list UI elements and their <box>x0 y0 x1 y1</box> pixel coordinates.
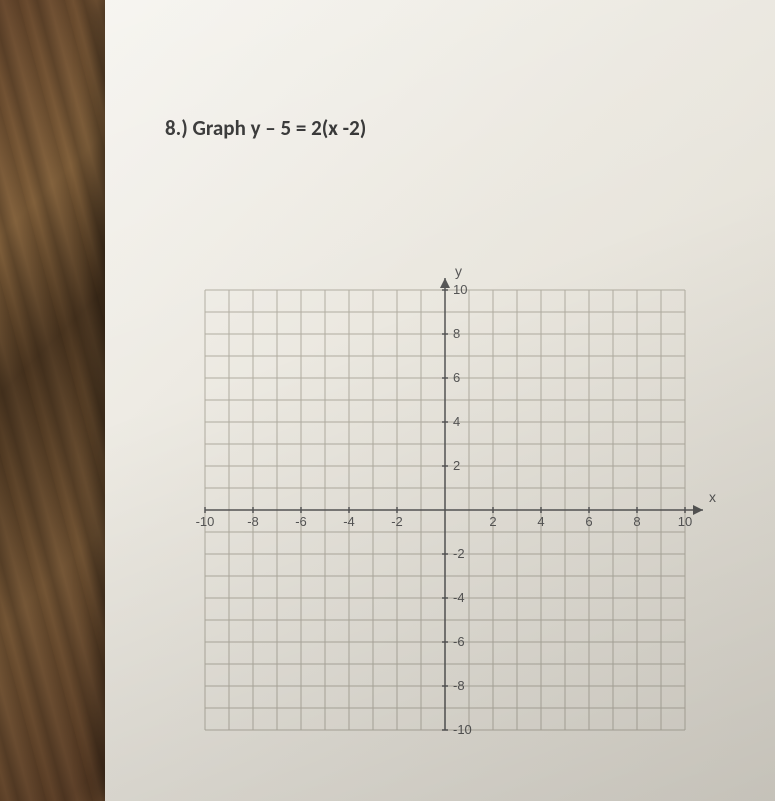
svg-text:-2: -2 <box>453 546 465 561</box>
svg-text:8: 8 <box>453 326 460 341</box>
problem-equation: Graph y – 5 = 2(x -2) <box>193 115 367 141</box>
svg-text:-2: -2 <box>391 514 403 529</box>
svg-text:4: 4 <box>537 514 544 529</box>
svg-text:2: 2 <box>453 458 460 473</box>
svg-text:x: x <box>709 489 716 505</box>
svg-text:-6: -6 <box>453 634 465 649</box>
svg-text:8: 8 <box>633 514 640 529</box>
svg-text:6: 6 <box>453 370 460 385</box>
svg-text:2: 2 <box>489 514 496 529</box>
problem-statement: 8.) Graph y – 5 = 2(x -2) <box>165 115 366 141</box>
svg-text:-6: -6 <box>295 514 307 529</box>
svg-text:-4: -4 <box>343 514 355 529</box>
coordinate-grid-chart: -10 -8 -6 -4 -2 2 4 6 8 10 -10 -8 -6 -4 -2 2 4 6 8 10 x y <box>165 260 725 760</box>
svg-text:-4: -4 <box>453 590 465 605</box>
svg-text:6: 6 <box>585 514 592 529</box>
grid-svg: -10 -8 -6 -4 -2 2 4 6 8 10 -10 -8 -6 -4 -2 2 4 6 8 10 x y <box>165 260 725 760</box>
svg-text:10: 10 <box>678 514 692 529</box>
svg-text:10: 10 <box>453 282 467 297</box>
svg-text:-10: -10 <box>453 722 472 737</box>
problem-number: 8.) <box>165 115 188 141</box>
svg-text:-10: -10 <box>196 514 215 529</box>
svg-text:-8: -8 <box>247 514 259 529</box>
svg-text:4: 4 <box>453 414 460 429</box>
svg-text:-8: -8 <box>453 678 465 693</box>
worksheet-paper: 8.) Graph y – 5 = 2(x -2) -10 -8 -6 -4 -2 2 4 6… <box>105 0 775 801</box>
svg-text:y: y <box>455 263 462 279</box>
